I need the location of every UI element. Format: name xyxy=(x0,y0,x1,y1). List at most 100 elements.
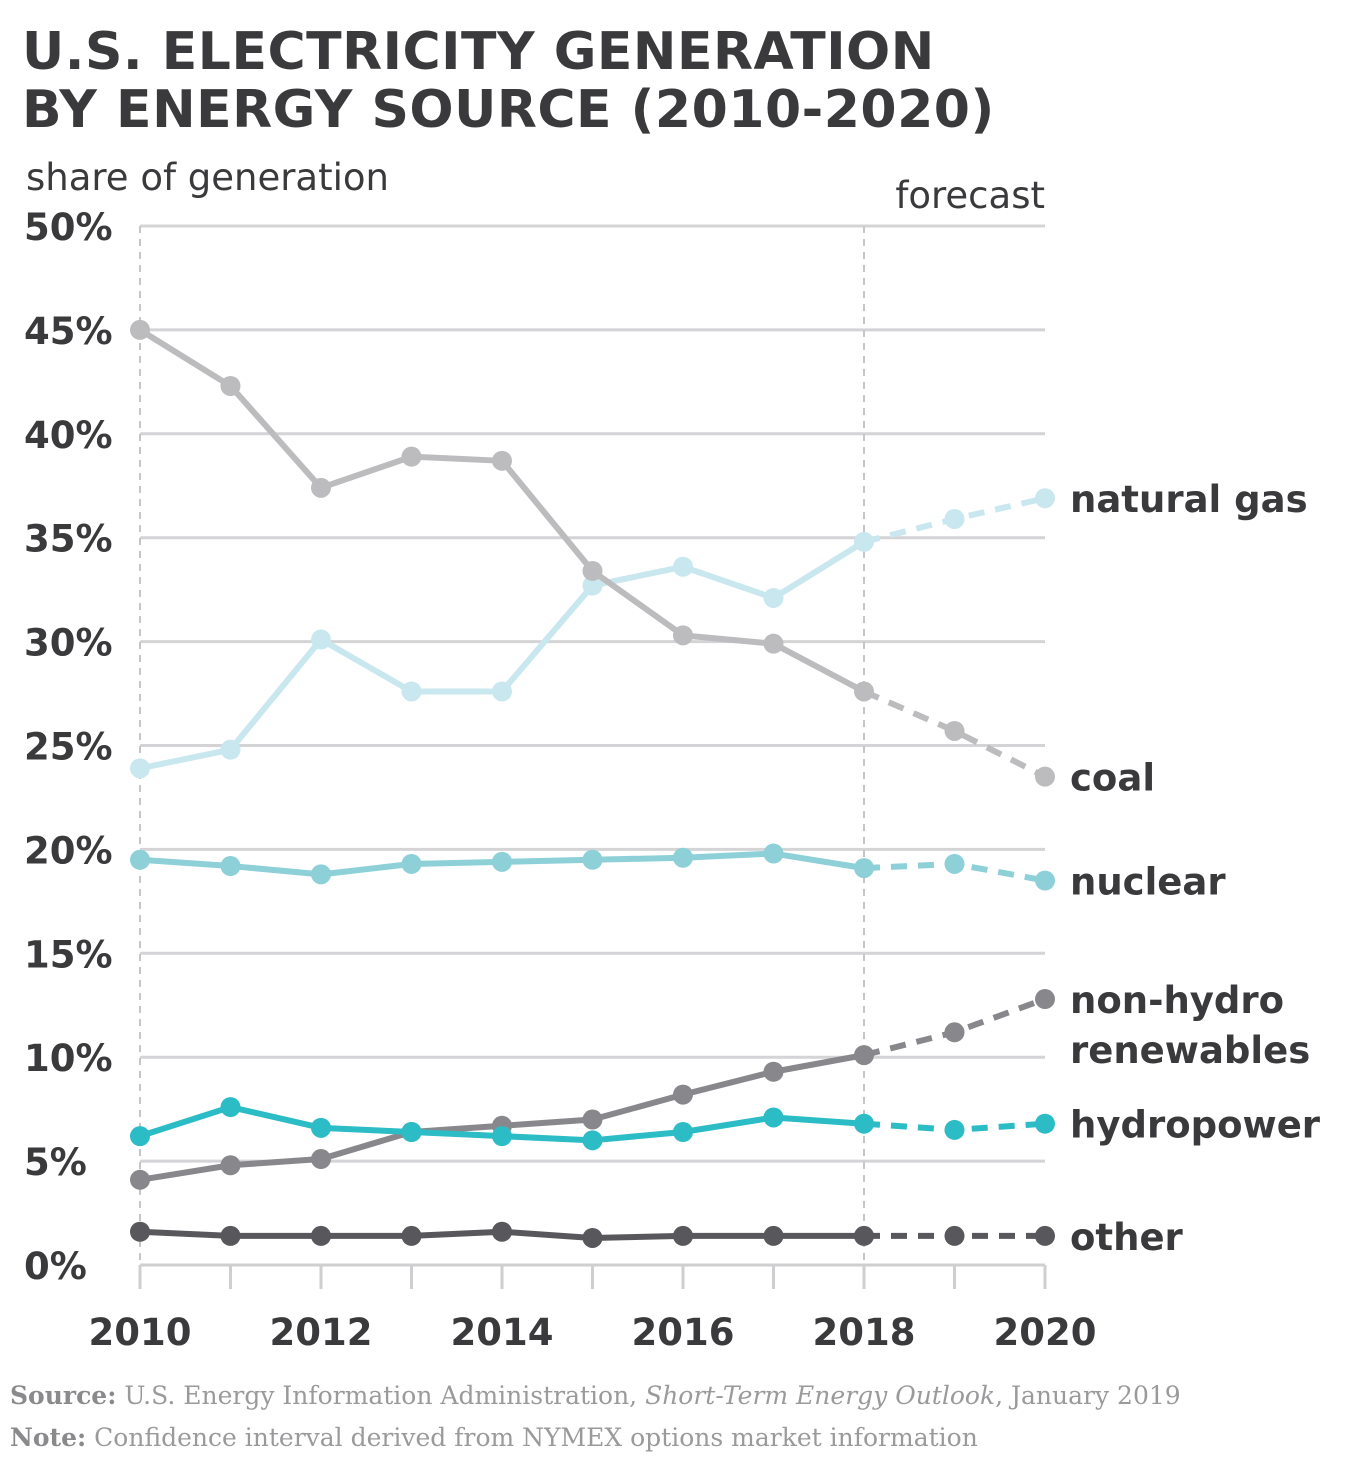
data-point xyxy=(944,1225,965,1246)
source-publication: Short-Term Energy Outlook xyxy=(645,1381,996,1410)
y-tick-label: 10% xyxy=(24,1037,113,1080)
series-line-actual xyxy=(139,539,866,772)
series-label: other xyxy=(1070,1216,1184,1259)
data-point xyxy=(854,1045,874,1066)
data-point xyxy=(401,1122,422,1143)
y-tick-label: 30% xyxy=(24,622,113,665)
note-text: Confidence interval derived from NYMEX o… xyxy=(94,1423,978,1452)
series xyxy=(130,319,1055,1248)
data-point xyxy=(220,1097,241,1118)
data-point xyxy=(220,376,241,397)
x-tick-label: 2018 xyxy=(813,1311,916,1354)
series-label: nuclear xyxy=(1070,861,1226,904)
data-point xyxy=(220,739,241,760)
data-point xyxy=(673,847,693,868)
data-point xyxy=(673,1122,693,1143)
data-point xyxy=(763,843,784,864)
series-line-forecast xyxy=(862,688,1047,780)
y-tick-label: 5% xyxy=(24,1141,87,1184)
series-label: coal xyxy=(1070,757,1155,800)
x-tick-label: 2014 xyxy=(451,1311,554,1354)
data-point xyxy=(854,1225,874,1246)
series-label: hydropower xyxy=(1070,1104,1321,1147)
series-label: natural gas xyxy=(1070,478,1308,521)
source-label: Source: xyxy=(10,1381,117,1410)
gridlines xyxy=(139,224,1045,1267)
data-point xyxy=(130,1221,150,1242)
data-point xyxy=(854,1113,874,1134)
y-tick-label: 45% xyxy=(24,310,113,353)
data-point xyxy=(492,681,512,702)
data-point xyxy=(130,1126,150,1147)
y-tick-label: 0% xyxy=(24,1245,87,1288)
source-line: Source: U.S. Energy Information Administ… xyxy=(10,1381,1181,1410)
data-point xyxy=(582,560,603,581)
data-point xyxy=(401,853,422,874)
data-point xyxy=(673,625,693,646)
data-point xyxy=(1035,766,1055,787)
data-point xyxy=(1035,488,1055,509)
data-point xyxy=(311,629,331,650)
series-label: renewables xyxy=(1070,1029,1310,1072)
data-point xyxy=(582,1227,603,1248)
data-point xyxy=(1035,870,1055,891)
data-point xyxy=(854,681,874,702)
y-tick-label: 35% xyxy=(24,518,113,561)
x-tick-label: 2020 xyxy=(994,1311,1097,1354)
y-tick-label: 15% xyxy=(24,933,113,976)
chart-title-line-2: BY ENERGY SOURCE (2010-2020) xyxy=(22,80,995,140)
data-point xyxy=(311,1225,331,1246)
data-point xyxy=(220,1155,241,1176)
data-point xyxy=(582,1109,603,1130)
data-point xyxy=(401,681,422,702)
data-point xyxy=(1035,1113,1055,1134)
data-point xyxy=(492,450,512,471)
data-point xyxy=(1035,989,1055,1010)
data-point xyxy=(401,446,422,467)
data-point xyxy=(311,1117,331,1138)
series-label: non-hydro xyxy=(1070,979,1284,1022)
data-point xyxy=(673,1225,693,1246)
source-date: , January 2019 xyxy=(995,1381,1181,1410)
series-line-actual xyxy=(138,327,866,695)
data-point xyxy=(582,575,603,596)
chart-title-line-1: U.S. ELECTRICITY GENERATION xyxy=(22,22,935,82)
data-point xyxy=(673,556,693,577)
data-point xyxy=(944,1022,965,1043)
y-tick-label: 20% xyxy=(24,829,113,872)
data-point xyxy=(763,633,784,654)
data-point xyxy=(492,851,512,872)
note-label: Note: xyxy=(10,1423,87,1452)
data-point xyxy=(492,1221,512,1242)
y-tick-label: 25% xyxy=(24,726,113,769)
data-point xyxy=(130,758,150,779)
data-point xyxy=(582,849,603,870)
data-point xyxy=(854,858,874,879)
series-labels: natural gas coal nuclear non-hydro renewable… xyxy=(1070,478,1321,1259)
data-point xyxy=(944,720,965,741)
note-line: Note: Confidence interval derived from N… xyxy=(10,1423,978,1452)
data-point xyxy=(130,319,150,340)
x-tick-label: 2010 xyxy=(89,1311,192,1354)
data-point xyxy=(401,1225,422,1246)
data-point xyxy=(944,508,965,529)
y-tick-label: 40% xyxy=(24,414,113,457)
data-point xyxy=(311,477,331,498)
data-point xyxy=(492,1126,512,1147)
data-point xyxy=(763,1061,784,1082)
data-point xyxy=(130,1169,150,1190)
source-text: U.S. Energy Information Administration, xyxy=(124,1381,638,1410)
data-point xyxy=(220,856,241,877)
y-tick-label: 50% xyxy=(24,206,113,249)
data-point xyxy=(673,1084,693,1105)
data-point xyxy=(582,1130,603,1151)
data-point xyxy=(763,587,784,608)
data-point xyxy=(944,1119,965,1140)
data-point xyxy=(130,849,150,870)
x-tick-label: 2016 xyxy=(632,1311,735,1354)
data-point xyxy=(311,1149,331,1170)
data-point xyxy=(220,1225,241,1246)
forecast-label: forecast xyxy=(895,174,1045,217)
axes: share of generation forecast 0% 5% 10% 15% 20%… xyxy=(24,156,1096,1354)
